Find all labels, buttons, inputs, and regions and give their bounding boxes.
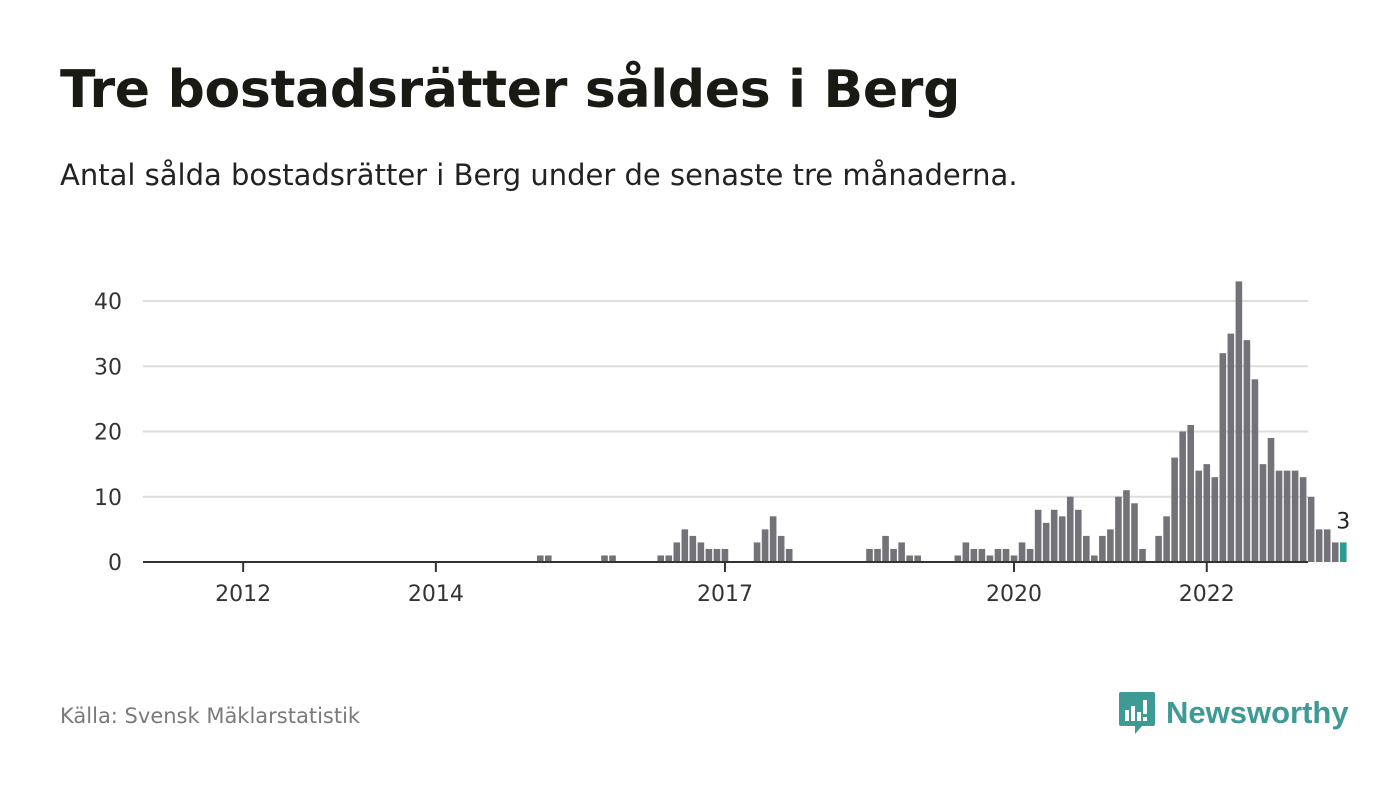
logo-text: Newsworthy: [1166, 695, 1349, 730]
bar: [1002, 548, 1010, 562]
bar: [1171, 457, 1178, 562]
bar: [1131, 503, 1138, 562]
x-tick-label: 2012: [215, 582, 271, 607]
bar: [1203, 464, 1211, 562]
bar: [545, 555, 552, 562]
bar-chart: 0 10 20 30 40 3 2012 2014 2017 2020 2022: [94, 281, 1350, 607]
bar: [986, 555, 994, 562]
bar: [769, 516, 777, 562]
newsworthy-logo[interactable]: Newsworthy: [1118, 690, 1349, 736]
bar: [890, 548, 897, 562]
bar: [1123, 490, 1130, 562]
last-value-label: 3: [1336, 509, 1350, 534]
highlighted-bar: [1339, 542, 1347, 562]
bar: [705, 548, 713, 562]
bar: [665, 555, 673, 562]
y-tick-label: 10: [94, 486, 122, 511]
chart-subtitle: Antal sålda bostadsrätter i Berg under d…: [60, 158, 1018, 192]
newsworthy-bar-chart-icon: [1119, 692, 1155, 734]
y-tick-label: 0: [108, 551, 122, 576]
bar: [1195, 470, 1203, 562]
bar: [1066, 496, 1074, 562]
bar: [609, 555, 616, 562]
bar: [785, 548, 793, 562]
bar: [1083, 535, 1090, 562]
bar: [689, 535, 697, 562]
bar: [866, 548, 873, 562]
bar: [906, 555, 913, 562]
bar: [962, 542, 970, 562]
bar: [1323, 529, 1331, 562]
bar: [1034, 509, 1042, 562]
bar: [882, 535, 889, 562]
bar: [1139, 548, 1146, 562]
bar: [1283, 470, 1291, 562]
bar: [1163, 516, 1170, 562]
bar: [1211, 477, 1219, 562]
bar: [1018, 542, 1026, 562]
bar: [1227, 333, 1235, 562]
bar: [994, 548, 1002, 562]
bar: [657, 555, 665, 562]
bar: [536, 555, 544, 562]
bar: [898, 542, 905, 562]
y-tick-label: 30: [94, 355, 122, 380]
bar: [978, 548, 986, 562]
bar: [1179, 431, 1186, 562]
bar: [777, 535, 785, 562]
bar: [1155, 535, 1162, 562]
bar: [713, 548, 721, 562]
bar: [1299, 477, 1307, 562]
x-tick-label: 2017: [697, 582, 753, 607]
bar: [1187, 424, 1194, 562]
bar: [1099, 535, 1106, 562]
chart-title: Tre bostadsrätter såldes i Berg: [60, 60, 961, 120]
bar: [1291, 470, 1299, 562]
bar: [1267, 438, 1275, 562]
bar: [601, 555, 608, 562]
bar: [761, 529, 769, 562]
bar: [1058, 516, 1066, 562]
bar: [1042, 522, 1050, 562]
bar: [1115, 496, 1122, 562]
x-tick-label: 2014: [408, 582, 464, 607]
bar: [1050, 509, 1058, 562]
bar: [1091, 555, 1098, 562]
bar: [1315, 529, 1323, 562]
bar: [874, 548, 881, 562]
bar: [1331, 542, 1339, 562]
source-note: Källa: Svensk Mäklarstatistik: [60, 704, 361, 728]
bar: [1107, 529, 1114, 562]
bar: [753, 542, 761, 562]
bar: [1026, 548, 1034, 562]
bar: [1219, 353, 1227, 562]
bar: [1074, 509, 1082, 562]
bar: [721, 548, 729, 562]
bar: [1275, 470, 1283, 562]
bar: [914, 555, 921, 562]
y-tick-label: 20: [94, 421, 122, 446]
x-tick-label: 2022: [1179, 582, 1235, 607]
bar: [673, 542, 681, 562]
bar: [954, 555, 962, 562]
bar: [970, 548, 978, 562]
bar: [1307, 496, 1315, 562]
bar: [1251, 379, 1259, 562]
bar: [1243, 340, 1251, 562]
bar: [1010, 555, 1018, 562]
bar: [697, 542, 705, 562]
bar: [1259, 464, 1267, 562]
y-tick-label: 40: [94, 290, 122, 315]
bar: [1235, 281, 1243, 562]
bar: [681, 529, 689, 562]
x-tick-label: 2020: [986, 582, 1042, 607]
